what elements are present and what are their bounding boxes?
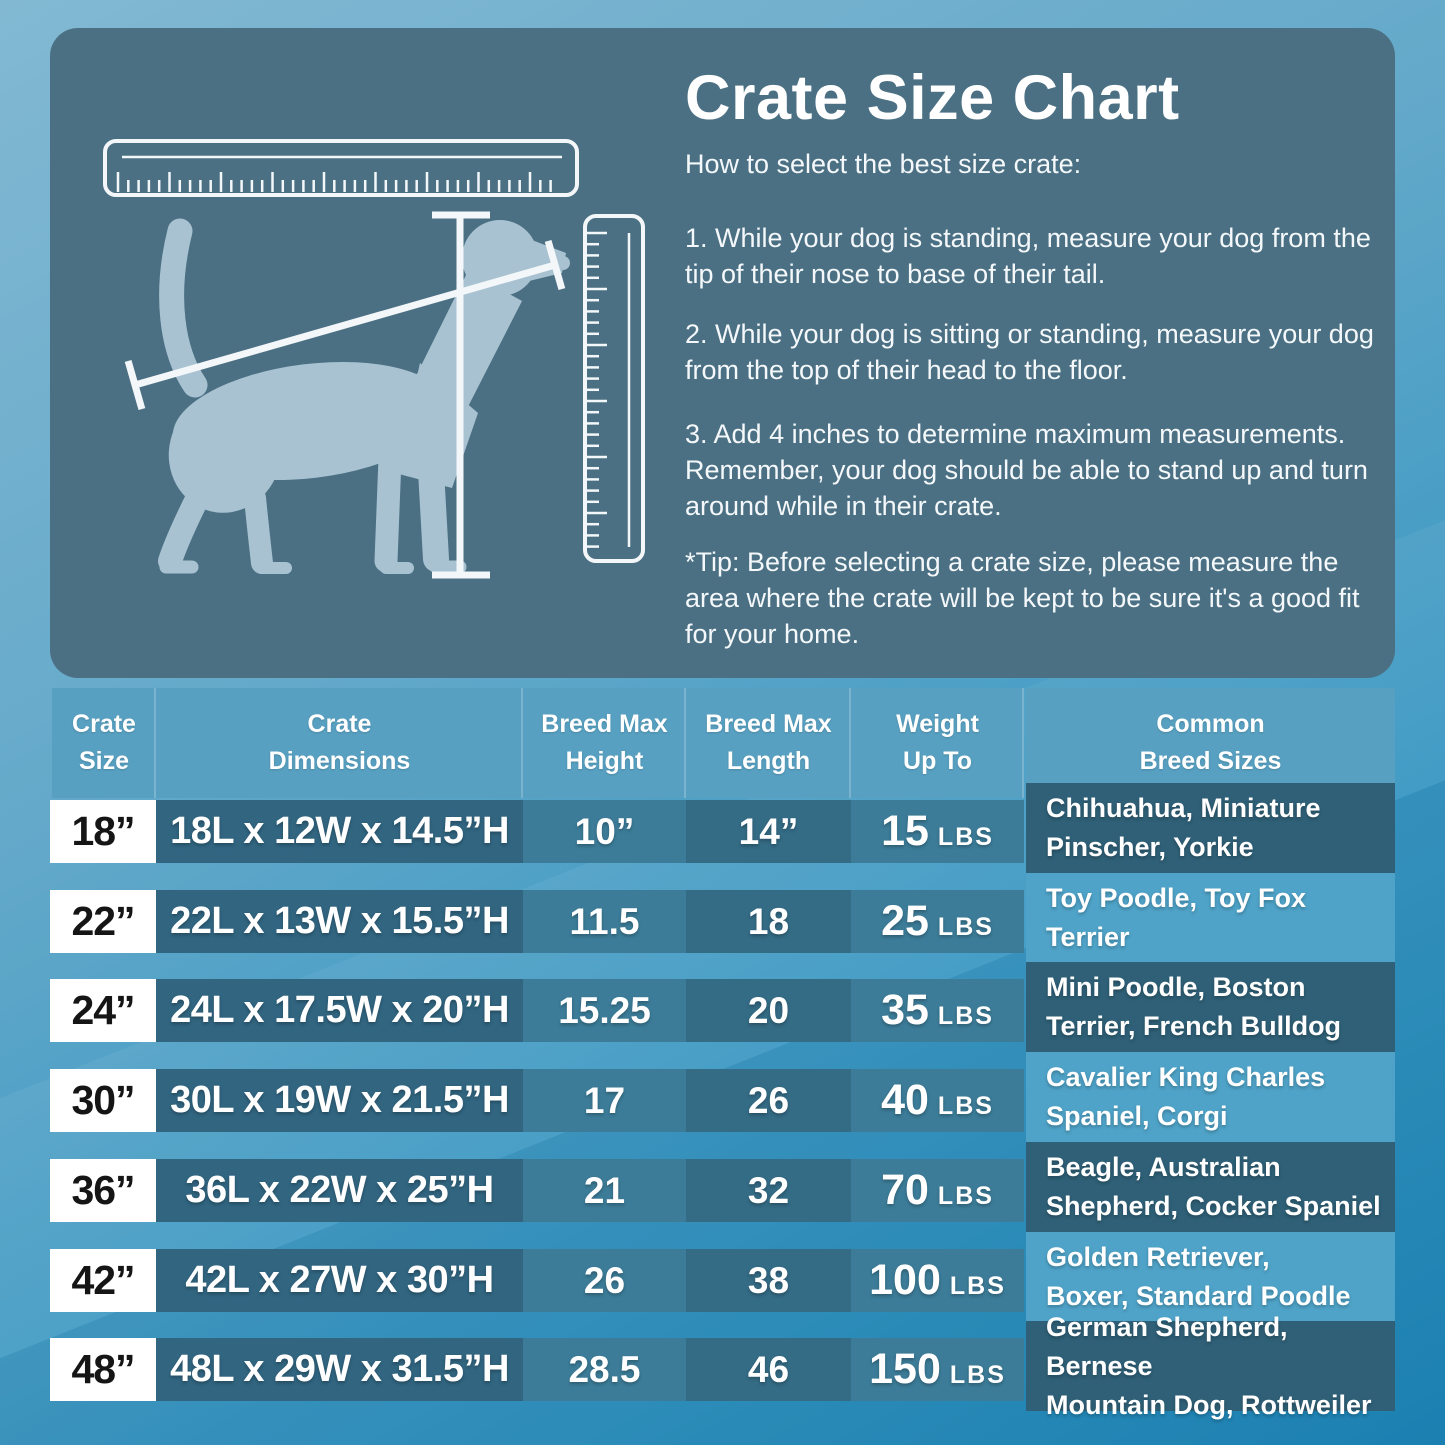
common-breeds-cell: Golden Retriever, Boxer, Standard Poodle	[1026, 1232, 1395, 1322]
weight-value: 35	[881, 986, 929, 1034]
weight-value: 40	[881, 1076, 929, 1124]
weight-cell: 15 LBS	[851, 800, 1024, 863]
breed-max-length-cell: 14”	[686, 800, 851, 863]
crate-size-cell: 24”	[50, 979, 156, 1042]
table-row: 30” 30L x 19W x 21.5”H 17 26 40 LBS Cava…	[0, 1052, 1445, 1142]
weight-cell: 40 LBS	[851, 1069, 1024, 1132]
breed-max-height-cell: 15.25	[523, 979, 686, 1042]
page-title: Crate Size Chart	[685, 63, 1180, 133]
breed-max-length-cell: 38	[686, 1249, 851, 1312]
weight-value: 70	[881, 1166, 929, 1214]
breed-max-height-cell: 11.5	[523, 890, 686, 953]
weight-unit-label: LBS	[937, 1002, 994, 1030]
weight-cell: 35 LBS	[851, 979, 1024, 1042]
step-2: 2. While your dog is sitting or standing…	[685, 319, 1374, 385]
weight-unit-label: LBS	[937, 823, 994, 851]
horizontal-ruler-icon	[103, 139, 579, 197]
crate-dimensions-cell: 48L x 29W x 31.5”H	[156, 1338, 523, 1401]
weight-unit-label: LBS	[937, 1092, 994, 1120]
common-breeds-cell: Beagle, Australian Shepherd, Cocker Span…	[1026, 1142, 1395, 1232]
crate-dimensions-cell: 24L x 17.5W x 20”H	[156, 979, 523, 1042]
weight-unit-label: LBS	[937, 1182, 994, 1210]
weight-value: 25	[881, 897, 929, 945]
table-row: 36” 36L x 22W x 25”H 21 32 70 LBS Beagle…	[0, 1142, 1445, 1232]
crate-dimensions-cell: 30L x 19W x 21.5”H	[156, 1069, 523, 1132]
weight-cell: 150 LBS	[851, 1338, 1024, 1401]
weight-value: 100	[869, 1256, 941, 1304]
breed-max-height-cell: 28.5	[523, 1338, 686, 1401]
common-breeds-cell: Cavalier King Charles Spaniel, Corgi	[1026, 1052, 1395, 1142]
tip-note: *Tip: Before selecting a crate size, ple…	[685, 547, 1360, 649]
step-3: 3. Add 4 inches to determine maximum mea…	[685, 419, 1368, 521]
instruction-panel: Crate Size Chart How to select the best …	[50, 28, 1395, 678]
dog-silhouette	[158, 218, 570, 574]
weight-unit-label: LBS	[949, 1272, 1006, 1300]
crate-dimensions-cell: 22L x 13W x 15.5”H	[156, 890, 523, 953]
breed-max-length-cell: 32	[686, 1159, 851, 1222]
table-row: 18” 18L x 12W x 14.5”H 10” 14” 15 LBS Ch…	[0, 783, 1445, 873]
crate-dimensions-cell: 42L x 27W x 30”H	[156, 1249, 523, 1312]
header-common-breed-sizes: Common Breed Sizes	[1026, 688, 1395, 798]
weight-cell: 100 LBS	[851, 1249, 1024, 1312]
common-breeds-cell: Toy Poodle, Toy Fox Terrier	[1026, 873, 1395, 963]
header-crate-dimensions: Crate Dimensions	[156, 688, 523, 798]
step-1: 1. While your dog is standing, measure y…	[685, 223, 1371, 289]
table-row: 24” 24L x 17.5W x 20”H 15.25 20 35 LBS M…	[0, 962, 1445, 1052]
weight-unit-label: LBS	[949, 1361, 1006, 1389]
header-breed-max-height: Breed Max Height	[523, 688, 686, 798]
crate-dimensions-cell: 36L x 22W x 25”H	[156, 1159, 523, 1222]
breed-max-length-cell: 26	[686, 1069, 851, 1132]
weight-unit-label: LBS	[937, 913, 994, 941]
weight-cell: 25 LBS	[851, 890, 1024, 953]
breed-max-height-cell: 21	[523, 1159, 686, 1222]
common-breeds-cell: German Shepherd, Bernese Mountain Dog, R…	[1026, 1312, 1395, 1420]
table-header: Crate Size Crate Dimensions Breed Max He…	[0, 688, 1445, 798]
weight-value: 15	[881, 807, 929, 855]
common-breeds-cell: Mini Poodle, Boston Terrier, French Bull…	[1026, 962, 1395, 1052]
crate-dimensions-cell: 18L x 12W x 14.5”H	[156, 800, 523, 863]
crate-size-cell: 48”	[50, 1338, 156, 1401]
breed-max-length-cell: 46	[686, 1338, 851, 1401]
weight-cell: 70 LBS	[851, 1159, 1024, 1222]
crate-size-cell: 22”	[50, 890, 156, 953]
breed-max-height-cell: 26	[523, 1249, 686, 1312]
breed-max-height-cell: 10”	[523, 800, 686, 863]
weight-value: 150	[869, 1345, 941, 1393]
instructions: Crate Size Chart How to select the best …	[685, 28, 1385, 678]
header-crate-size: Crate Size	[52, 688, 156, 798]
crate-size-cell: 36”	[50, 1159, 156, 1222]
table-row: 48” 48L x 29W x 31.5”H 28.5 46 150 LBS G…	[0, 1312, 1445, 1420]
header-weight-up-to: Weight Up To	[851, 688, 1024, 798]
breed-max-length-cell: 18	[686, 890, 851, 953]
crate-size-cell: 42”	[50, 1249, 156, 1312]
breed-max-height-cell: 17	[523, 1069, 686, 1132]
length-measure-line	[124, 240, 566, 410]
crate-size-cell: 18”	[50, 800, 156, 863]
header-breed-max-length: Breed Max Length	[686, 688, 851, 798]
subtitle: How to select the best size crate:	[685, 149, 1082, 179]
breed-max-length-cell: 20	[686, 979, 851, 1042]
vertical-ruler-icon	[583, 214, 645, 563]
table-row: 42” 42L x 27W x 30”H 26 38 100 LBS Golde…	[0, 1232, 1445, 1322]
table-row: 22” 22L x 13W x 15.5”H 11.5 18 25 LBS To…	[0, 873, 1445, 963]
height-measure-line	[432, 211, 490, 579]
dog-measuring-illustration	[80, 123, 660, 593]
common-breeds-cell: Chihuahua, Miniature Pinscher, Yorkie	[1026, 783, 1395, 873]
crate-size-cell: 30”	[50, 1069, 156, 1132]
